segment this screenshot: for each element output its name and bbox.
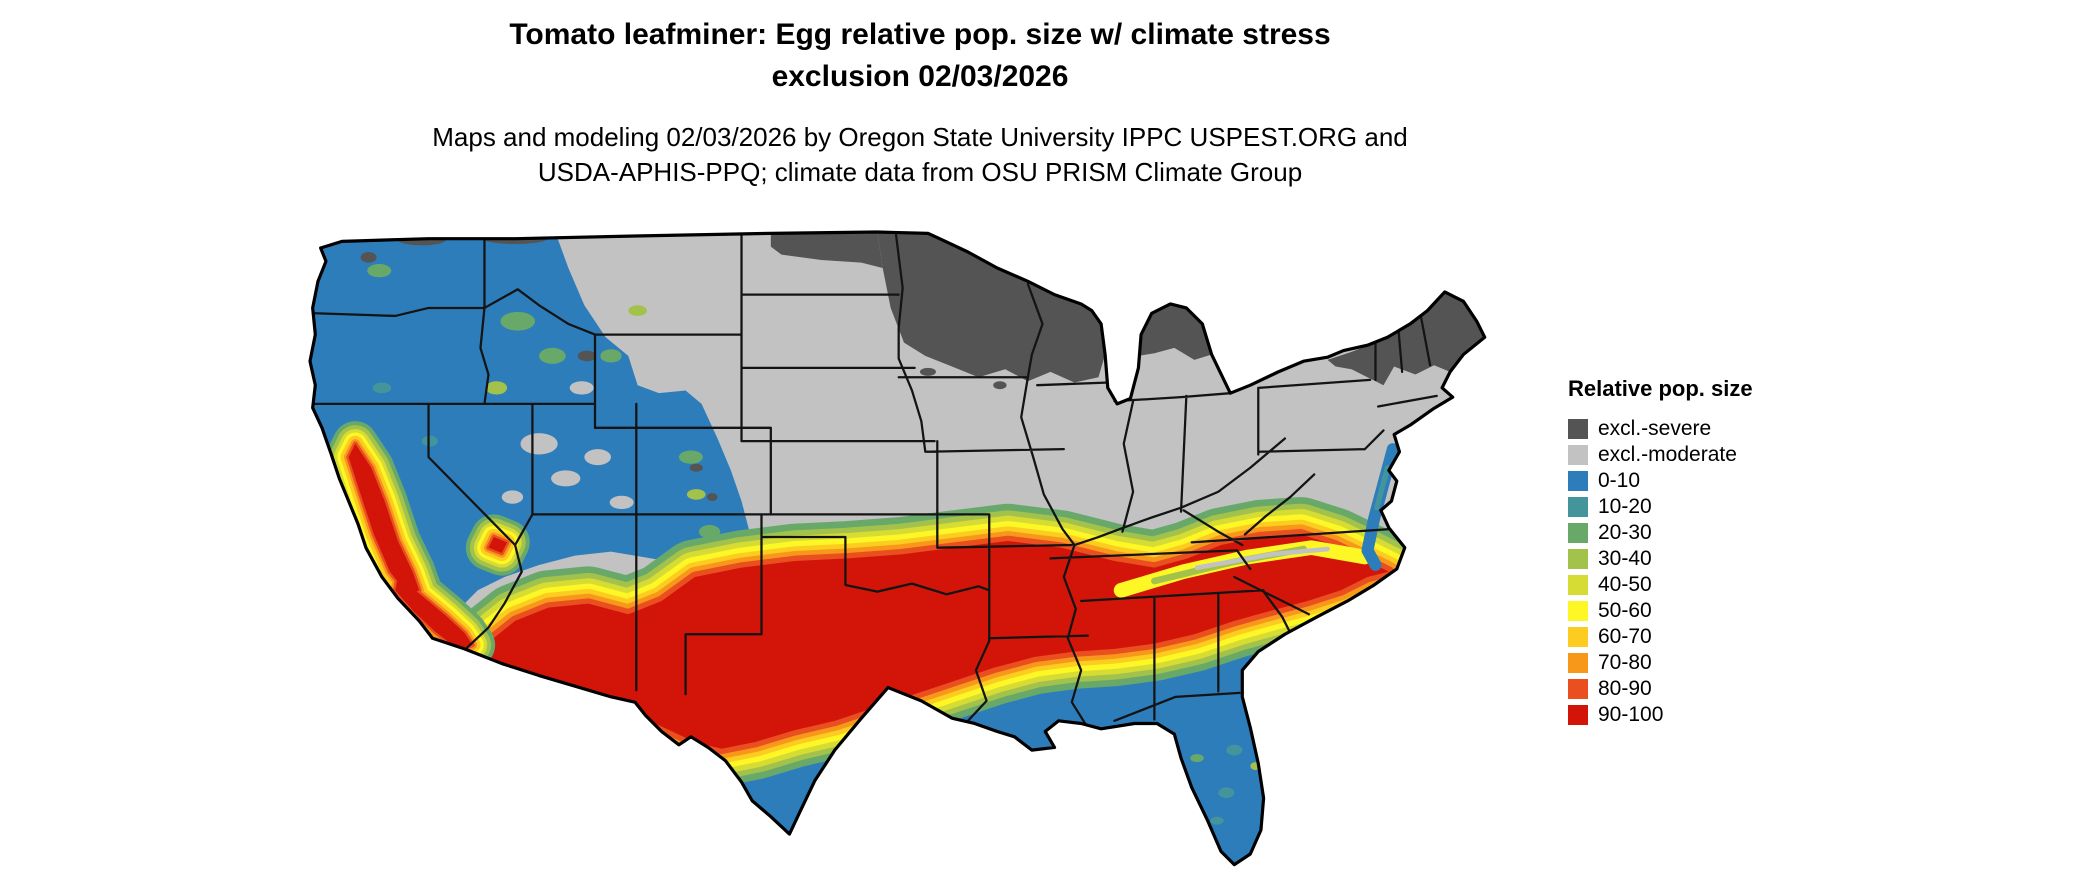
us-outline	[308, 230, 1487, 867]
legend-item: 50-60	[1568, 598, 1753, 624]
state-boundaries	[309, 233, 1438, 725]
legend-item: 60-70	[1568, 624, 1753, 650]
us-map-svg	[308, 230, 1487, 867]
legend-swatch-10-20	[1568, 497, 1588, 517]
legend-swatch-50-60	[1568, 601, 1588, 621]
appalachian-streak	[1113, 540, 1373, 598]
speckles-excl-moderate	[501, 381, 634, 510]
page-title: Tomato leafminer: Egg relative pop. size…	[150, 14, 1690, 98]
legend-swatch-40-50	[1568, 575, 1588, 595]
legend-item: 70-80	[1568, 650, 1753, 676]
mid-atlantic-coast-strip	[1361, 443, 1399, 571]
legend-swatch-0-10	[1568, 471, 1588, 491]
legend-label: excl.-severe	[1598, 417, 1712, 440]
legend-item: excl.-moderate	[1568, 442, 1753, 468]
region-low-pop-west	[309, 238, 750, 609]
legend-label: excl.-moderate	[1598, 443, 1737, 466]
legend-item: 10-20	[1568, 494, 1753, 520]
legend-item: excl.-severe	[1568, 416, 1753, 442]
subtitle-line-1: Maps and modeling 02/03/2026 by Oregon S…	[432, 122, 1408, 152]
legend-item: 80-90	[1568, 676, 1753, 702]
region-excl-severe	[360, 232, 1485, 502]
legend-label: 50-60	[1598, 599, 1652, 622]
legend-swatch-80-90	[1568, 679, 1588, 699]
legend-label: 90-100	[1598, 703, 1664, 726]
legend-label: 0-10	[1598, 469, 1641, 492]
legend-swatch-90-100	[1568, 705, 1588, 725]
legend-swatch-60-70	[1568, 627, 1588, 647]
title-line-2: exclusion 02/03/2026	[771, 60, 1069, 93]
title-line-1: Tomato leafminer: Egg relative pop. size…	[509, 18, 1331, 51]
region-south-band	[444, 497, 1427, 787]
streak-gray	[1194, 546, 1330, 570]
coast-strip-teal	[1374, 465, 1391, 511]
legend-item: 40-50	[1568, 572, 1753, 598]
state-lines-west	[309, 233, 991, 722]
legend-swatch-70-80	[1568, 653, 1588, 673]
state-lines-east	[894, 233, 1438, 725]
speckles-20-30	[367, 263, 1204, 763]
legend-item: 30-40	[1568, 546, 1753, 572]
page-subtitle: Maps and modeling 02/03/2026 by Oregon S…	[150, 120, 1690, 190]
ca-band-90-100	[348, 443, 508, 651]
us-risk-map	[302, 228, 1514, 892]
legend-label: 80-90	[1598, 677, 1652, 700]
legend-label: 10-20	[1598, 495, 1652, 518]
map-legend: Relative pop. size excl.-severe excl.-mo…	[1568, 376, 1753, 728]
legend-label: 30-40	[1598, 547, 1652, 570]
legend-label: 20-30	[1598, 521, 1652, 544]
region-california-hotspots	[325, 421, 530, 673]
legend-title: Relative pop. size	[1568, 376, 1753, 401]
legend-label: 60-70	[1598, 625, 1652, 648]
subtitle-line-2: USDA-APHIS-PPQ; climate data from OSU PR…	[537, 157, 1303, 187]
legend-item: 90-100	[1568, 702, 1753, 728]
legend-swatch-excl-severe	[1568, 419, 1588, 439]
legend-item: 20-30	[1568, 520, 1753, 546]
band-90-100	[481, 534, 1389, 749]
legend-item: 0-10	[1568, 468, 1753, 494]
legend-label: 40-50	[1598, 573, 1652, 596]
legend-swatch-30-40	[1568, 549, 1588, 569]
legend-swatch-excl-moderate	[1568, 445, 1588, 465]
speckles-10-20	[372, 382, 1243, 825]
legend-label: 70-80	[1598, 651, 1652, 674]
legend-swatch-20-30	[1568, 523, 1588, 543]
